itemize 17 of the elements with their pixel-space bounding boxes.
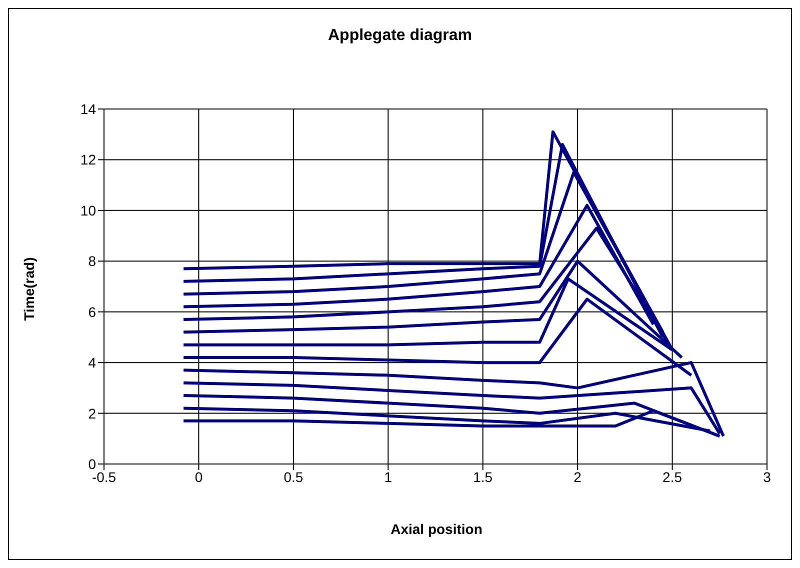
y-axis-title: Time(rad) bbox=[21, 257, 38, 321]
chart-title: Applegate diagram bbox=[326, 27, 474, 45]
x-axis-title: Axial position bbox=[390, 521, 484, 537]
y-tick-label: 10 bbox=[80, 202, 96, 218]
y-tick-label: 2 bbox=[88, 405, 96, 422]
y-tick-label: 14 bbox=[80, 100, 96, 117]
x-tick-label: 2 bbox=[574, 468, 582, 485]
y-tick-label: 6 bbox=[88, 304, 96, 320]
x-tick-label: 0.5 bbox=[284, 468, 304, 485]
x-tick-label: 1.5 bbox=[473, 468, 493, 485]
x-tick-label: 0 bbox=[194, 468, 203, 485]
y-tick-label: 4 bbox=[88, 354, 96, 371]
y-tick-label: 12 bbox=[80, 152, 96, 168]
x-tick-label: 1 bbox=[384, 468, 392, 485]
y-tick-label: 8 bbox=[88, 253, 96, 270]
x-tick-label: 3 bbox=[763, 468, 772, 485]
x-tick-label: 2.5 bbox=[662, 468, 682, 485]
